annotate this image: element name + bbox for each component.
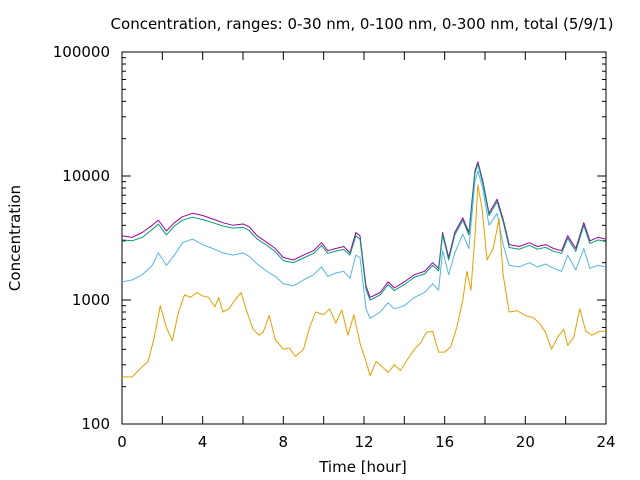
series-layer [121, 161, 607, 378]
x-tick-label: 0 [117, 433, 127, 451]
tick-labels: 0 4 8 12 16 20 24 100 1000 10000 100000 [53, 43, 616, 451]
series-line-4 [122, 184, 606, 378]
y-tick-label: 10000 [62, 167, 110, 185]
x-tick-label: 20 [516, 433, 535, 451]
tick-marks [121, 51, 607, 425]
series-line-2 [121, 163, 607, 301]
y-tick-label: 100 [81, 415, 110, 433]
y-tick-label: 1000 [72, 291, 110, 309]
plot-frame [121, 51, 607, 425]
y-tick-label: 100000 [53, 43, 110, 61]
x-tick-label: 16 [435, 433, 454, 451]
x-axis-label: Time [hour] [318, 458, 407, 476]
x-tick-label: 12 [354, 433, 373, 451]
y-axis-label: Concentration [6, 185, 24, 291]
x-tick-label: 24 [596, 433, 615, 451]
series-line-1 [121, 161, 607, 298]
x-tick-label: 4 [198, 433, 208, 451]
chart-title: Concentration, ranges: 0-30 nm, 0-100 nm… [111, 15, 614, 33]
x-tick-label: 8 [279, 433, 289, 451]
series-line-3 [121, 170, 607, 319]
